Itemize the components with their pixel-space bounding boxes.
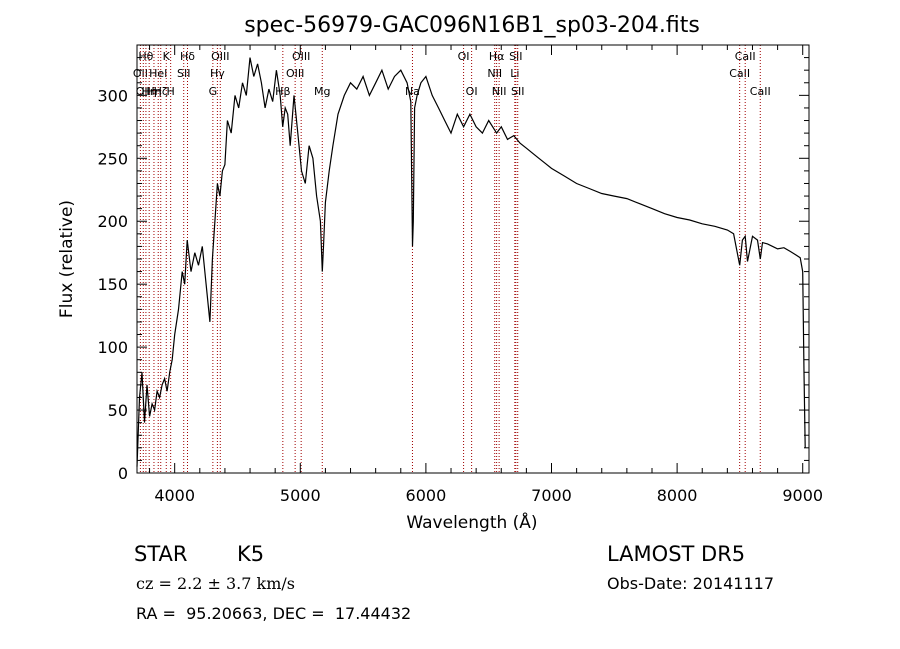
x-tick-label: 4000 bbox=[154, 486, 195, 505]
line-marker-label: OI bbox=[458, 50, 470, 63]
spectrum-line bbox=[136, 57, 806, 467]
line-marker-label: SII bbox=[177, 67, 190, 80]
obs-date: Obs-Date: 20141117 bbox=[607, 574, 775, 593]
line-marker-label: OI bbox=[466, 85, 478, 98]
line-marker-label: SII bbox=[511, 85, 524, 98]
y-tick-label: 50 bbox=[108, 401, 128, 420]
line-marker-label: CaII bbox=[735, 50, 756, 63]
survey-name: LAMOST DR5 bbox=[607, 542, 746, 566]
line-marker-label: NII bbox=[487, 67, 502, 80]
chart-title: spec-56979-GAC096N16B1_sp03-204.fits bbox=[244, 13, 700, 38]
y-tick-label: 250 bbox=[97, 149, 128, 168]
object-class: STAR bbox=[134, 542, 188, 566]
line-marker-label: Hβ bbox=[275, 85, 290, 98]
x-tick-label: 8000 bbox=[657, 486, 698, 505]
x-tick-label: 9000 bbox=[782, 486, 823, 505]
x-axis-label: Wavelength (Å) bbox=[406, 511, 537, 533]
y-tick-label: 150 bbox=[97, 275, 128, 294]
x-tick-label: 7000 bbox=[531, 486, 572, 505]
y-tick-label: 200 bbox=[97, 212, 128, 231]
line-marker-label: OIII bbox=[211, 50, 229, 63]
line-marker-label: OIII bbox=[292, 50, 310, 63]
line-marker-label: Hθ bbox=[138, 50, 153, 63]
plot-frame bbox=[136, 44, 810, 474]
axes: 4000 5000 6000 7000 8000 9000 0 50 100 150 200 250 3… bbox=[97, 45, 823, 505]
line-marker-label: Li bbox=[510, 67, 519, 80]
line-marker-label: Hδ bbox=[180, 50, 195, 63]
line-marker-label: G bbox=[209, 85, 218, 98]
y-axis-label: Flux (relative) bbox=[57, 200, 77, 318]
line-marker-label: Hη bbox=[142, 85, 157, 98]
line-markers: OIIOIIHθHηHηHeIHζKHSIIHδGHγOIIIHβOIIIOII… bbox=[133, 45, 771, 473]
x-tick-label: 5000 bbox=[280, 486, 321, 505]
line-marker-label: K bbox=[163, 50, 171, 63]
line-marker-label: Hζ bbox=[154, 85, 168, 98]
line-marker-label: CaII bbox=[729, 67, 750, 80]
coordinates: RA = 95.20663, DEC = 17.44432 bbox=[136, 604, 412, 623]
line-marker-label: Hα bbox=[489, 50, 505, 63]
line-marker-label: H bbox=[167, 85, 175, 98]
line-marker-label: Hγ bbox=[210, 67, 225, 80]
line-marker-label: NII bbox=[492, 85, 507, 98]
line-marker-label: Hη bbox=[146, 85, 161, 98]
line-marker-label: SII bbox=[509, 50, 522, 63]
line-marker-label: HeI bbox=[149, 67, 167, 80]
object-subclass: K5 bbox=[237, 542, 265, 566]
y-tick-label: 0 bbox=[118, 464, 128, 483]
y-tick-label: 300 bbox=[97, 86, 128, 105]
line-marker-label: OIII bbox=[286, 67, 304, 80]
x-tick-label: 6000 bbox=[406, 486, 447, 505]
line-marker-label: CaII bbox=[750, 85, 771, 98]
redshift-text: cz = 2.2 ± 3.7 km/s bbox=[136, 574, 295, 593]
y-tick-label: 100 bbox=[97, 338, 128, 357]
line-marker-label: Mg bbox=[314, 85, 330, 98]
line-marker-label: OII bbox=[136, 85, 151, 98]
